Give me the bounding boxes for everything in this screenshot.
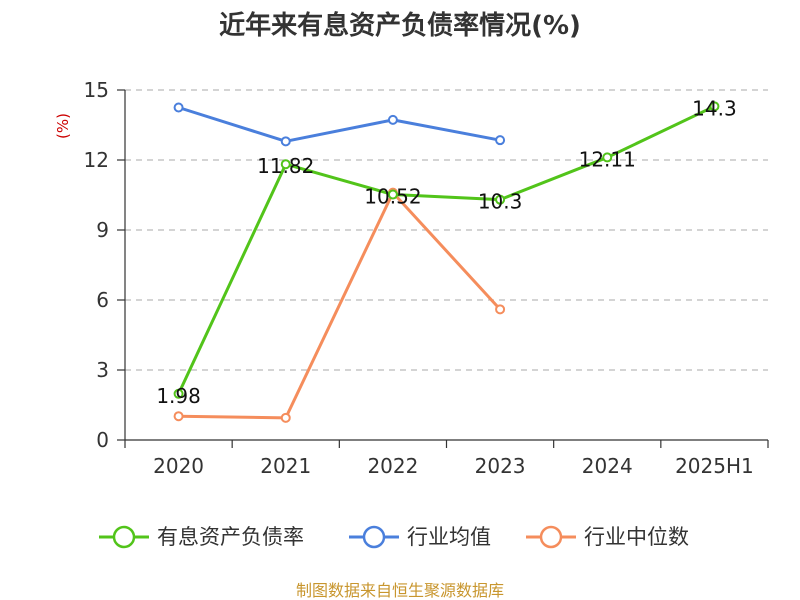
- legend-item: 行业中位数: [526, 525, 689, 549]
- data-labels: 1.98 11.82 10.52 10.3 12.11 14.3: [156, 96, 736, 407]
- y-tick-label: 15: [84, 78, 109, 102]
- data-label: 12.11: [579, 147, 636, 171]
- data-point: [173, 388, 184, 399]
- legend: 有息资产负债率 行业均值 行业中位数: [99, 525, 689, 549]
- data-label: 11.82: [257, 154, 314, 178]
- legend-item: 行业均值: [349, 525, 491, 549]
- data-label: 1.98: [156, 384, 201, 408]
- series-group: [173, 101, 720, 399]
- data-point: [495, 304, 506, 315]
- series-group: [173, 187, 506, 423]
- y-axis-unit-label: (%): [54, 113, 72, 139]
- series-line: [178, 106, 501, 143]
- series-line: [178, 191, 502, 420]
- x-tick-label: 2020: [153, 454, 204, 478]
- legend-swatch-marker: [112, 525, 136, 549]
- data-point: [495, 135, 506, 146]
- data-label: 10.3: [478, 190, 523, 214]
- series-lines: [173, 101, 720, 423]
- legend-item: 有息资产负债率: [99, 525, 304, 549]
- x-tick-label: 2025H1: [675, 454, 754, 478]
- y-tick-label: 0: [96, 428, 109, 452]
- data-point: [280, 159, 291, 170]
- data-label: 10.52: [364, 185, 421, 209]
- legend-label: 行业中位数: [584, 525, 689, 549]
- data-point: [602, 152, 613, 163]
- x-tick-label: 2023: [475, 454, 526, 478]
- series-group: [173, 102, 506, 147]
- data-point: [173, 411, 184, 422]
- legend-label: 行业均值: [407, 525, 491, 549]
- x-tick-label: 2022: [367, 454, 418, 478]
- y-tick-label: 9: [96, 218, 109, 242]
- data-point: [280, 412, 291, 423]
- x-tick-label: 2024: [582, 454, 633, 478]
- chart-title: 近年来有息资产负债率情况(%): [219, 10, 581, 41]
- legend-label: 有息资产负债率: [157, 525, 304, 549]
- data-point: [173, 102, 184, 113]
- data-point: [387, 189, 398, 200]
- series-line: [177, 104, 716, 395]
- data-label: 14.3: [692, 96, 737, 120]
- y-tick-label: 6: [96, 288, 109, 312]
- y-tick-label: 12: [84, 148, 109, 172]
- legend-swatch-marker: [362, 525, 386, 549]
- legend-swatch-marker: [539, 525, 563, 549]
- data-point: [709, 101, 720, 112]
- data-point: [280, 136, 291, 147]
- data-point: [495, 194, 506, 205]
- source-note: 制图数据来自恒生聚源数据库: [296, 581, 504, 600]
- data-point: [387, 114, 398, 125]
- axes: 0 3 6 9 12 15 2020 2021 2022 2023 2024 2025H1: [84, 78, 769, 478]
- y-tick-label: 3: [96, 358, 109, 382]
- x-tick-label: 2021: [260, 454, 311, 478]
- grid-lines: [125, 89, 768, 371]
